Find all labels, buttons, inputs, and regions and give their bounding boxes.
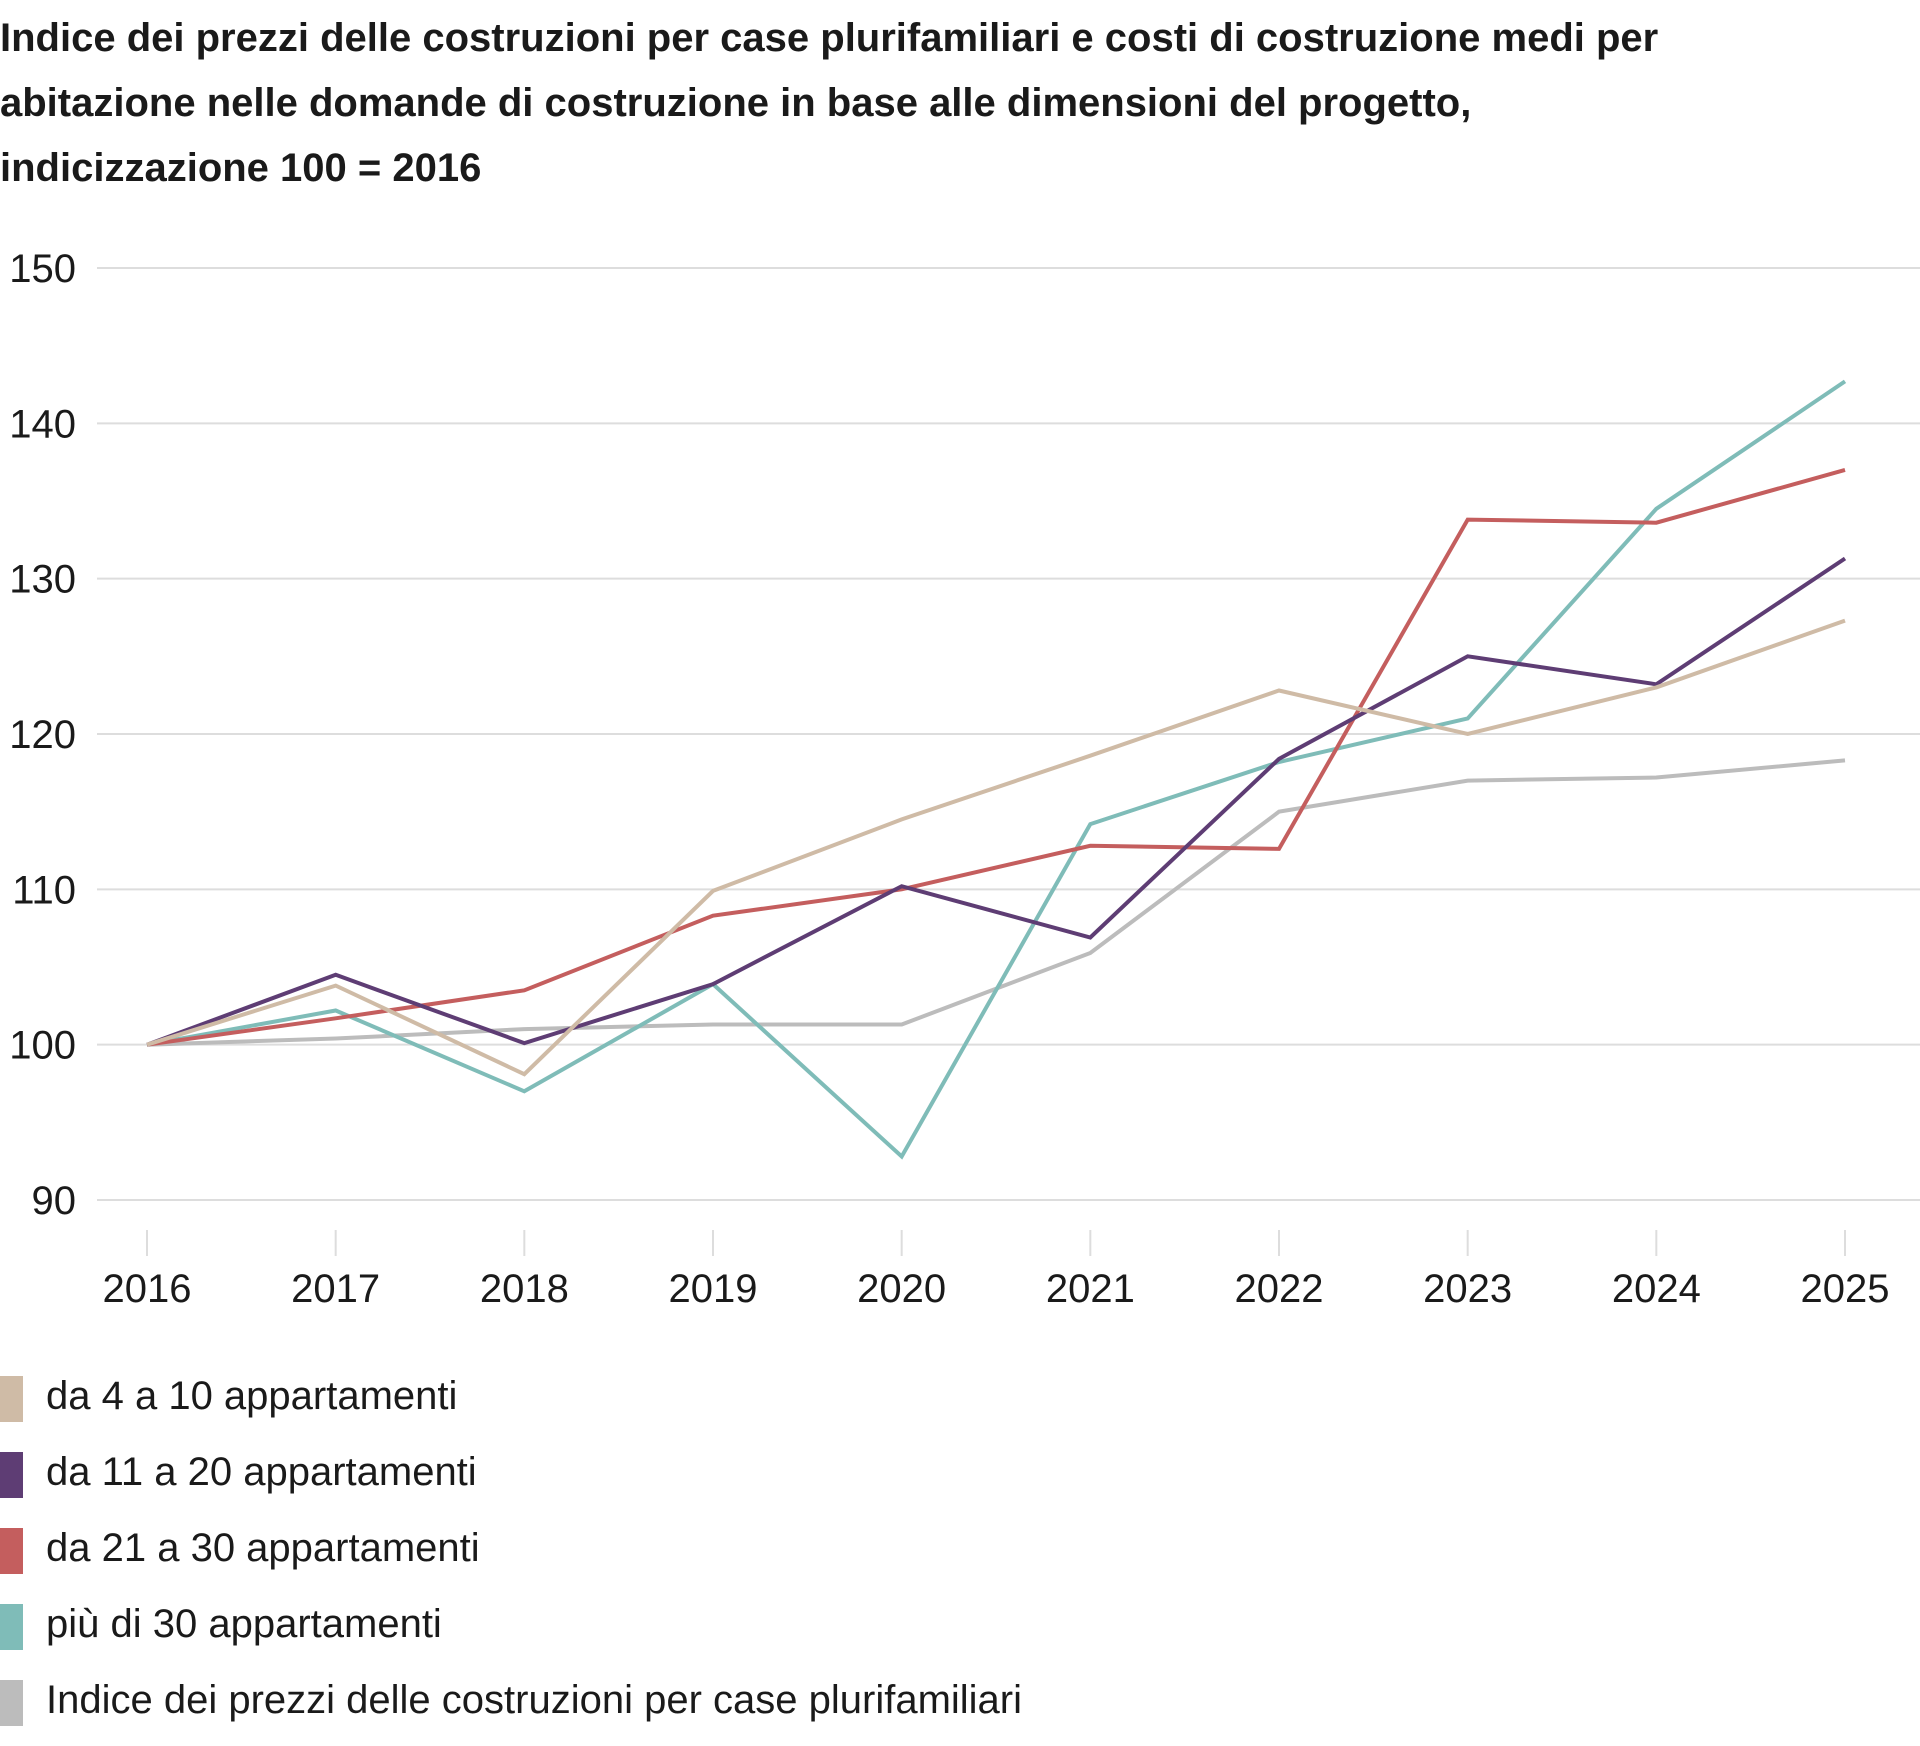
x-axis-ticks: 2016 2017 2018 2019 2020 2021 2022 2023 2024 2025: [103, 1230, 1890, 1311]
x-tick-label: 2016: [103, 1267, 192, 1311]
legend-swatch: [0, 1528, 23, 1574]
gridlines: [97, 267, 1920, 1201]
legend-label: più di 30 appartamenti: [46, 1602, 442, 1646]
legend: da 4 a 10 appartamenti da 11 a 20 appart…: [0, 1366, 1900, 1746]
legend-swatch: [0, 1376, 23, 1422]
series-lines: [146, 379, 1847, 1160]
legend-label: Indice dei prezzi delle costruzioni per …: [46, 1678, 1022, 1722]
legend-label: da 4 a 10 appartamenti: [46, 1374, 458, 1418]
series-line: [146, 467, 1846, 1047]
y-tick-label: 120: [9, 713, 76, 757]
y-tick-label: 150: [9, 247, 76, 291]
x-tick-label: 2017: [291, 1267, 380, 1311]
x-tick-label: 2022: [1235, 1267, 1324, 1311]
legend-item: da 21 a 30 appartamenti: [0, 1518, 1900, 1594]
series-line: [146, 758, 1846, 1047]
legend-item: da 11 a 20 appartamenti: [0, 1442, 1900, 1518]
legend-item: più di 30 appartamenti: [0, 1594, 1900, 1670]
legend-swatch: [0, 1604, 23, 1650]
y-tick-label: 110: [12, 868, 76, 912]
legend-label: da 11 a 20 appartamenti: [46, 1450, 477, 1494]
series-line: [146, 379, 1847, 1160]
legend-swatch: [0, 1452, 23, 1498]
x-tick-label: 2021: [1046, 1267, 1135, 1311]
y-tick-label: 90: [32, 1179, 77, 1223]
y-tick-label: 130: [9, 558, 76, 602]
series-line: [146, 556, 1847, 1047]
x-tick-label: 2020: [857, 1267, 946, 1311]
x-tick-label: 2018: [480, 1267, 569, 1311]
x-tick-label: 2019: [669, 1267, 758, 1311]
y-tick-label: 100: [9, 1024, 76, 1068]
series-line: [146, 618, 1846, 1077]
legend-swatch: [0, 1680, 23, 1726]
legend-item: da 4 a 10 appartamenti: [0, 1366, 1900, 1442]
legend-item: Indice dei prezzi delle costruzioni per …: [0, 1670, 1900, 1746]
x-tick-label: 2025: [1801, 1267, 1890, 1311]
y-tick-label: 140: [9, 402, 76, 446]
chart-title-line-2: abitazione nelle domande di costruzione …: [0, 81, 1472, 125]
chart-title-line-3: indicizzazione 100 = 2016: [0, 146, 482, 190]
x-tick-label: 2023: [1423, 1267, 1512, 1311]
y-axis-tick-labels: 90 100 110 120 130 140 150: [9, 247, 76, 1223]
x-tick-label: 2024: [1612, 1267, 1701, 1311]
chart-title: Indice dei prezzi delle costruzioni per …: [0, 6, 1900, 201]
chart-title-line-1: Indice dei prezzi delle costruzioni per …: [0, 16, 1659, 60]
line-chart: 90 100 110 120 130 140 150 2016 2017 2018 2019 202…: [9, 247, 1920, 1311]
legend-label: da 21 a 30 appartamenti: [46, 1526, 480, 1570]
